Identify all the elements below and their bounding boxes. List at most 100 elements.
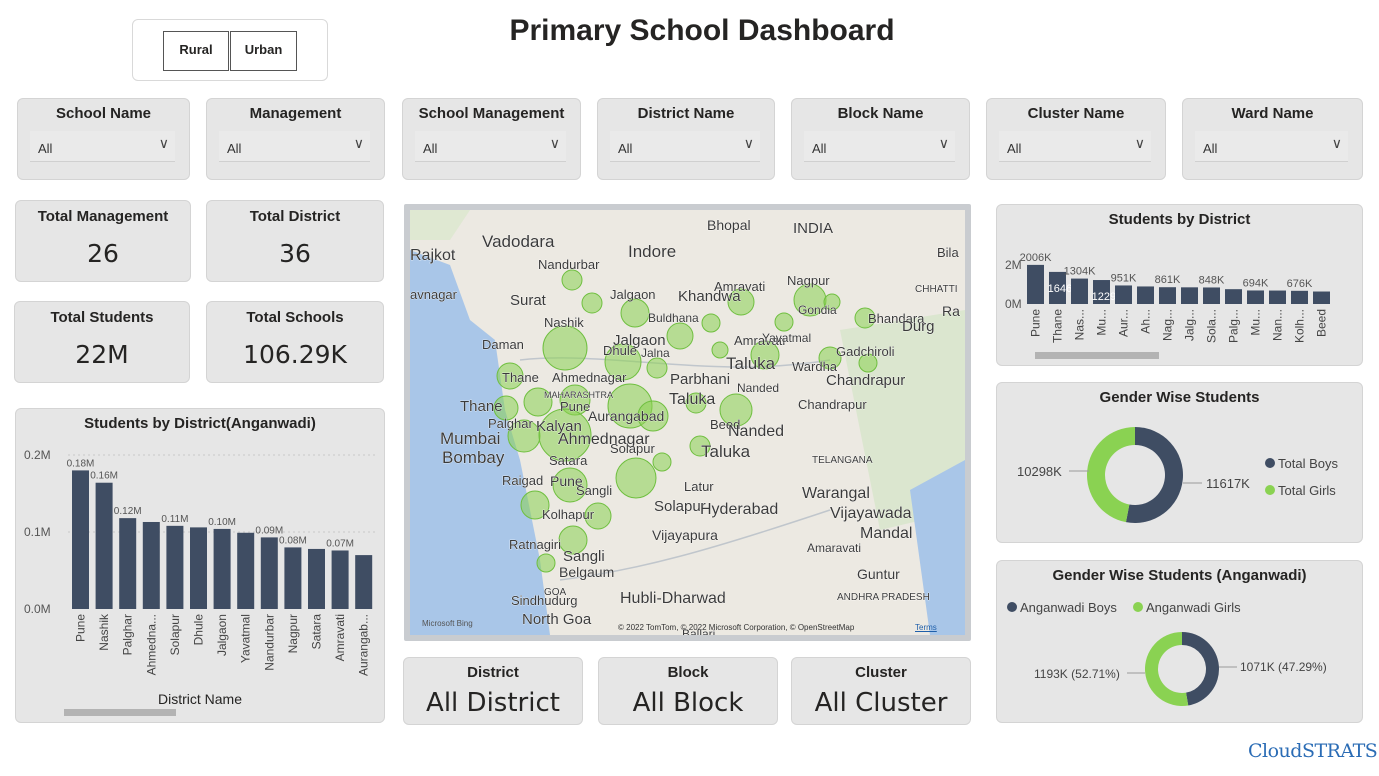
slicer-school-name[interactable]: School Name All ∨ xyxy=(17,98,190,180)
chevron-down-icon[interactable]: ∨ xyxy=(938,135,949,151)
map-place-label: INDIA xyxy=(793,220,833,237)
map-terms-link[interactable]: Terms xyxy=(915,623,937,632)
data-label: 0.11M xyxy=(161,514,188,525)
map-place-label: Vadodara xyxy=(482,232,555,251)
map-place-label: Raigad xyxy=(502,473,543,488)
slicer-dropdown[interactable]: All ∨ xyxy=(1195,131,1348,162)
slicer-management[interactable]: Management All ∨ xyxy=(206,98,385,180)
horizontal-scrollbar[interactable] xyxy=(64,709,176,716)
bar xyxy=(119,518,137,609)
kpi-value: 26 xyxy=(87,239,119,268)
slicer-dropdown[interactable]: All ∨ xyxy=(415,131,566,162)
x-tick-label: Jalg... xyxy=(1183,309,1197,341)
sea-area xyxy=(410,250,550,635)
map-copyright: © 2022 TomTom, © 2022 Microsoft Corporat… xyxy=(618,623,855,632)
map-place-label: Nagpur xyxy=(787,273,830,288)
slicer-cluster-name[interactable]: Cluster Name All ∨ xyxy=(986,98,1166,180)
chevron-down-icon[interactable]: ∨ xyxy=(1331,135,1342,151)
map-place-label: Pune xyxy=(560,399,590,414)
kpi-label: Total Management xyxy=(37,208,169,225)
kpi-total-schools: Total Schools 106.29K xyxy=(206,301,384,383)
map-place-label: Bila xyxy=(937,245,959,260)
district-bubble xyxy=(774,312,794,332)
card-label: Cluster xyxy=(855,664,907,681)
slicer-dropdown[interactable]: All ∨ xyxy=(219,131,370,162)
data-label: 861K xyxy=(1155,274,1181,286)
slicer-dropdown[interactable]: All ∨ xyxy=(804,131,955,162)
data-label: 0.07M xyxy=(326,538,354,549)
map-place-label: Daman xyxy=(482,337,524,352)
district-bubble xyxy=(858,353,878,373)
map-place-label: Nanded xyxy=(728,423,784,440)
map-place-label: GOA xyxy=(544,587,567,598)
legend-anganwadi-boys: Anganwadi Boys xyxy=(1007,600,1117,615)
slicer-dropdown[interactable]: All ∨ xyxy=(610,131,760,162)
horizontal-scrollbar[interactable] xyxy=(1035,352,1159,359)
map-place-label: Ratnagiri xyxy=(509,537,561,552)
state-border xyxy=(559,509,831,581)
x-tick-label: Kolh... xyxy=(1293,309,1307,343)
chart-gender-wise-students[interactable]: Gender Wise Students 10298K 11617K Total… xyxy=(996,382,1363,543)
bar xyxy=(166,525,184,609)
map-canvas[interactable]: Vadodara Indore Bhopal INDIA Rajkot Nandurbar… xyxy=(410,210,965,635)
bar xyxy=(1181,287,1198,304)
bar xyxy=(1049,271,1066,304)
chart-gender-wise-students-anganwadi[interactable]: Gender Wise Students (Anganwadi) Anganwa… xyxy=(996,560,1363,723)
slicer-school-management[interactable]: School Management All ∨ xyxy=(402,98,581,180)
x-axis-title: District Name xyxy=(157,691,242,707)
chevron-down-icon[interactable]: ∨ xyxy=(1134,135,1145,151)
x-tick-label: Amravati xyxy=(333,614,347,661)
bar xyxy=(331,550,349,609)
bar xyxy=(355,555,373,609)
chart-students-by-district-anganwadi[interactable]: Students by District(Anganwadi) 0.2M 0.1M… xyxy=(15,408,385,723)
sea-area xyxy=(910,460,965,635)
x-tick-label: Nag... xyxy=(1161,309,1175,341)
map-place-label: Durg xyxy=(902,318,935,335)
legend-label: Anganwadi Girls xyxy=(1146,600,1241,615)
district-bubble xyxy=(581,292,603,314)
map-place-label: Hyderabad xyxy=(700,501,778,518)
chevron-down-icon[interactable]: ∨ xyxy=(743,135,754,151)
chevron-down-icon[interactable]: ∨ xyxy=(353,135,364,151)
bar xyxy=(190,527,207,609)
donut-slice-anganwadi-boys xyxy=(1182,632,1219,706)
map-place-label: CHHATTI xyxy=(915,284,958,295)
urban-button[interactable]: Urban xyxy=(230,31,297,71)
district-bubble xyxy=(750,340,780,370)
page-title: Primary School Dashboard xyxy=(509,14,895,47)
slicer-label: Block Name xyxy=(837,105,924,122)
school-map[interactable]: Vadodara Indore Bhopal INDIA Rajkot Nandurbar… xyxy=(404,204,971,641)
slicer-district-name[interactable]: District Name All ∨ xyxy=(597,98,775,180)
district-bubble xyxy=(552,467,588,503)
chevron-down-icon[interactable]: ∨ xyxy=(549,135,560,151)
district-bubble xyxy=(854,307,876,329)
map-place-label: Hubli-Dharwad xyxy=(620,590,726,607)
map-place-label: Buldhana xyxy=(648,311,699,325)
district-bubble xyxy=(542,325,588,371)
map-place-label: Aurangabad xyxy=(588,408,664,424)
district-bubble xyxy=(646,357,668,379)
map-place-label: Guntur xyxy=(857,566,900,582)
bar xyxy=(1159,287,1176,304)
bar xyxy=(1027,264,1044,304)
map-place-label: Indore xyxy=(628,242,676,261)
district-bubble xyxy=(823,293,841,311)
district-bubble xyxy=(538,408,592,462)
slicer-dropdown[interactable]: All ∨ xyxy=(30,131,175,162)
kpi-total-district: Total District 36 xyxy=(206,200,384,282)
chart-students-by-district[interactable]: Students by District 2M 0M 2006K Pune 1646K T… xyxy=(996,204,1363,366)
data-label: 0.08M xyxy=(279,535,307,546)
chevron-down-icon[interactable]: ∨ xyxy=(158,135,169,151)
slicer-ward-name[interactable]: Ward Name All ∨ xyxy=(1182,98,1363,180)
donut-slice-anganwadi-girls xyxy=(1145,632,1189,706)
rural-button[interactable]: Rural xyxy=(163,31,229,71)
map-place-label: Taluka xyxy=(701,442,751,461)
data-label: 0.16M xyxy=(90,471,118,482)
y-tick-label: 0.2M xyxy=(24,448,51,462)
slicer-block-name[interactable]: Block Name All ∨ xyxy=(791,98,970,180)
slicer-dropdown[interactable]: All ∨ xyxy=(999,131,1151,162)
map-place-label: Amravati xyxy=(714,279,765,294)
district-bubble xyxy=(719,393,753,427)
map-place-label: Pune xyxy=(550,473,583,489)
data-label: 0.18M xyxy=(67,458,95,469)
